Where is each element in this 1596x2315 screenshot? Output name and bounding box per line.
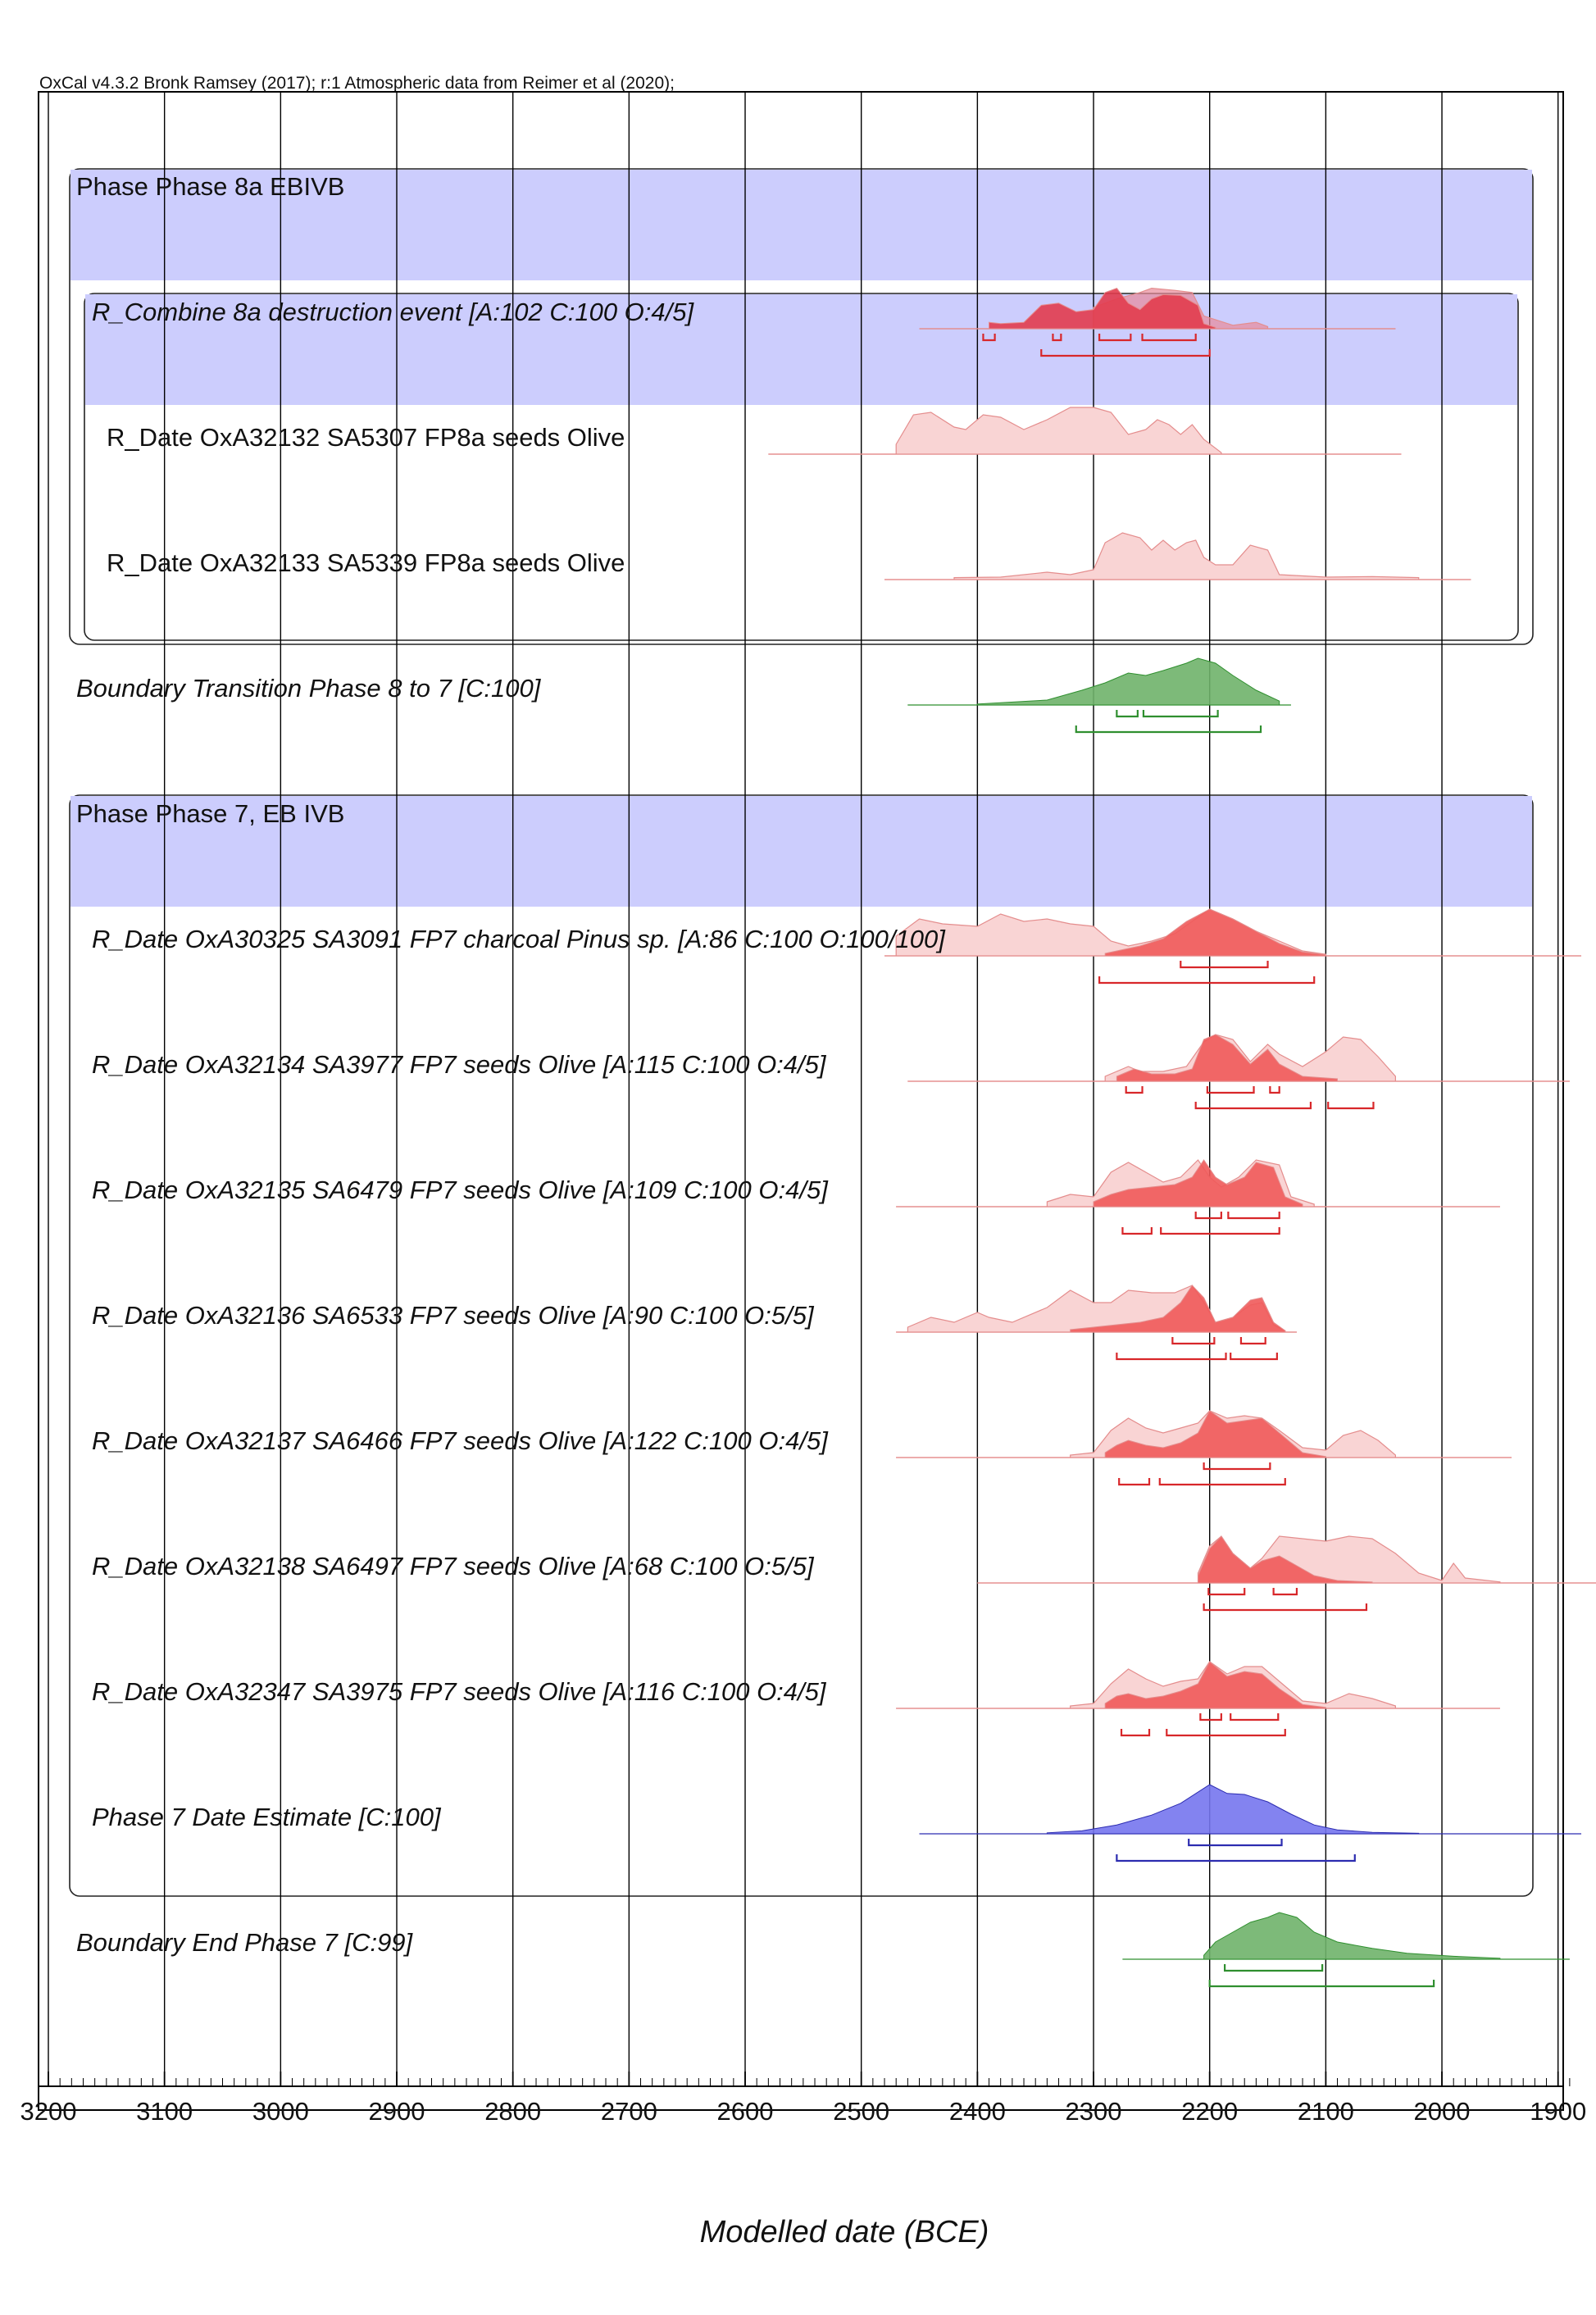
hpd-date32134-1-0: [1194, 1102, 1312, 1110]
vertical-gridlines: [48, 92, 1559, 2086]
hpd-boundary8to7-1-0: [1075, 725, 1262, 734]
tick-label-2400: 2400: [949, 2097, 1006, 2126]
distributions: [768, 287, 1596, 1988]
tick-label-2900: 2900: [369, 2097, 425, 2126]
hpd-estimate7-0-0: [1188, 1839, 1283, 1847]
hpd-date32136-0-1: [1239, 1337, 1266, 1345]
hpd-combine8a-0-0: [982, 334, 996, 342]
row-label-date32132: R_Date OxA32132 SA5307 FP8a seeds Olive: [107, 423, 625, 452]
hpd-date32136-1-0: [1116, 1353, 1227, 1361]
tick-label-2500: 2500: [833, 2097, 889, 2126]
hpd-date32347-1-1: [1166, 1729, 1286, 1737]
row-label-phase8a: Phase Phase 8a EBIVB: [76, 172, 344, 201]
posterior-date32135: [896, 1159, 1500, 1208]
tick-label-2000: 2000: [1414, 2097, 1471, 2126]
tick-label-2600: 2600: [717, 2097, 774, 2126]
row-label-date32134: R_Date OxA32134 SA3977 FP7 seeds Olive […: [92, 1050, 827, 1079]
hpd-date32137-1-0: [1118, 1478, 1151, 1486]
row-label-estimate7: Phase 7 Date Estimate [C:100]: [92, 1803, 442, 1831]
software-caption: OxCal v4.3.2 Bronk Ramsey (2017); r:1 At…: [39, 74, 675, 93]
hpd-date32134-0-2: [1269, 1086, 1280, 1094]
plot-frame: [38, 91, 1564, 2111]
row-label-date32347: R_Date OxA32347 SA3975 FP7 seeds Olive […: [92, 1677, 827, 1706]
hpd-date32347-0-1: [1230, 1713, 1280, 1721]
combine8a-band: [85, 294, 1517, 405]
hpd-date32138-0-0: [1207, 1588, 1246, 1596]
hpd-date32134-1-1: [1327, 1102, 1375, 1110]
posterior-date32134: [907, 1034, 1570, 1082]
phase7-container: [69, 794, 1534, 1897]
posterior-date32137: [896, 1410, 1512, 1458]
hpd-boundaryEnd7-0-0: [1224, 1964, 1324, 1972]
row-labels: Phase Phase 8a EBIVB R_Combine 8a destruc…: [76, 172, 946, 1957]
hpd-date32135-0-0: [1194, 1212, 1222, 1220]
row-label-boundaryEnd7: Boundary End Phase 7 [C:99]: [76, 1928, 414, 1957]
tick-label-2700: 2700: [601, 2097, 657, 2126]
phase-bands: [69, 168, 1534, 1897]
tick-label-2100: 2100: [1298, 2097, 1354, 2126]
hpd-boundaryEnd7-1-0: [1208, 1980, 1435, 1988]
combine8a-container: [84, 293, 1519, 641]
hpd-date32137-1-1: [1158, 1478, 1286, 1486]
hpd-date32136-1-1: [1230, 1353, 1278, 1361]
hpd-boundary8to7-0-0: [1116, 710, 1139, 718]
hpd-date32137-0-0: [1203, 1462, 1271, 1471]
posterior-date32138: [977, 1535, 1596, 1584]
posterior-date30325: [884, 908, 1581, 957]
hpd-date30325-1-0: [1098, 976, 1316, 985]
row-label-phase7: Phase Phase 7, EB IVB: [76, 799, 344, 828]
posterior-estimate7: [919, 1784, 1581, 1835]
hpd-date32138-0-1: [1272, 1588, 1298, 1596]
hpd-combine8a-0-2: [1098, 334, 1132, 342]
hpd-date32135-1-1: [1160, 1227, 1280, 1235]
hpd-date32138-1-0: [1203, 1603, 1368, 1612]
hpd-date32135-0-1: [1227, 1212, 1280, 1220]
phase8a-container: [69, 168, 1534, 645]
posterior-boundaryEnd7: [1122, 1912, 1570, 1960]
tick-label-2800: 2800: [484, 2097, 541, 2126]
row-label-date32133: R_Date OxA32133 SA5339 FP8a seeds Olive: [107, 548, 625, 577]
tick-label-3200: 3200: [20, 2097, 77, 2126]
row-label-date30325: R_Date OxA30325 SA3091 FP7 charcoal Pinu…: [92, 925, 946, 953]
hpd-date32134-0-1: [1206, 1086, 1255, 1094]
hpd-date32347-1-0: [1120, 1729, 1151, 1737]
phase8a-band: [70, 170, 1532, 280]
prior-date32133: [884, 532, 1471, 580]
tick-label-2300: 2300: [1066, 2097, 1122, 2126]
tick-label-1900: 1900: [1530, 2097, 1586, 2126]
tick-label-3100: 3100: [136, 2097, 193, 2126]
hpd-date32135-1-0: [1121, 1227, 1153, 1235]
hpd-date32136-0-0: [1171, 1337, 1216, 1345]
hpd-date32347-0-0: [1199, 1713, 1222, 1721]
row-label-combine8a: R_Combine 8a destruction event [A:102 C:…: [92, 298, 694, 326]
x-axis-title: Modelled date (BCE): [700, 2215, 989, 2249]
phase7-band: [70, 796, 1532, 907]
prior-date32132: [768, 407, 1402, 455]
row-label-date32136: R_Date OxA32136 SA6533 FP7 seeds Olive […: [92, 1301, 815, 1330]
hpd-combine8a-0-1: [1052, 334, 1062, 342]
tick-label-2200: 2200: [1181, 2097, 1238, 2126]
hpd-combine8a-0-3: [1141, 334, 1197, 342]
row-label-date32135: R_Date OxA32135 SA6479 FP7 seeds Olive […: [92, 1176, 829, 1204]
hpd-date32134-0-0: [1125, 1086, 1144, 1094]
row-label-date32137: R_Date OxA32137 SA6466 FP7 seeds Olive […: [92, 1426, 829, 1455]
posterior-combine8a: [919, 288, 1396, 330]
x-axis: 3200 3100 3000 2900 2800 2700 2600 2500 2400 2300…: [20, 2072, 1586, 2126]
hpd-combine8a-1-0: [1040, 349, 1211, 357]
posterior-boundary8to7: [907, 657, 1291, 706]
posterior-date32347: [896, 1661, 1500, 1709]
tick-label-3000: 3000: [252, 2097, 309, 2126]
hpd-boundary8to7-0-1: [1142, 710, 1219, 718]
hpd-estimate7-1-0: [1116, 1854, 1356, 1862]
row-label-boundary8to7: Boundary Transition Phase 8 to 7 [C:100]: [76, 674, 542, 703]
hpd-date30325-0-0: [1180, 961, 1269, 969]
row-label-date32138: R_Date OxA32138 SA6497 FP7 seeds Olive […: [92, 1552, 815, 1580]
posterior-date32136: [896, 1285, 1297, 1333]
